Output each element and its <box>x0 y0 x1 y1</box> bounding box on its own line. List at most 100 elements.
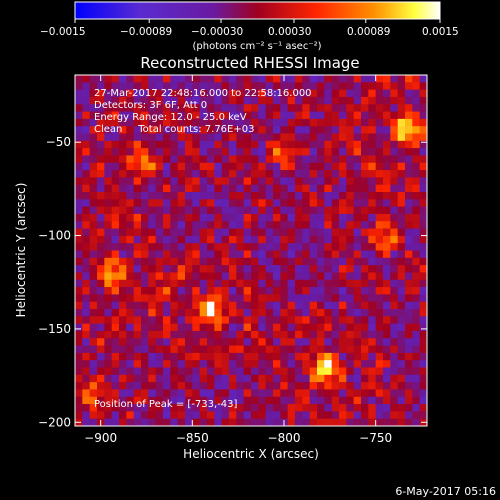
heatmap-cell <box>133 345 142 354</box>
heatmap-cell <box>302 418 310 427</box>
colorbar-tick-label-4: 0.00089 <box>347 26 390 38</box>
heatmap-cell <box>265 309 274 317</box>
heatmap-cell <box>302 382 310 390</box>
heatmap-cell <box>265 338 274 346</box>
heatmap-cell <box>405 104 413 112</box>
heatmap-cell <box>251 272 259 281</box>
heatmap-cell <box>141 272 149 281</box>
heatmap-cell <box>383 360 391 368</box>
heatmap-cell <box>324 162 332 171</box>
heatmap-cell <box>368 133 376 142</box>
heatmap-cell <box>207 316 215 324</box>
heatmap-cell <box>273 221 281 229</box>
heatmap-cell <box>141 126 149 134</box>
heatmap-cell <box>317 96 325 105</box>
heatmap-cell <box>368 177 376 185</box>
heatmap-cell <box>111 126 120 134</box>
heatmap-cell <box>302 148 310 156</box>
heatmap-cell <box>419 345 428 354</box>
heatmap-cell <box>412 411 420 419</box>
heatmap-cell <box>177 140 186 149</box>
heatmap-cell <box>148 330 156 339</box>
heatmap-cell <box>331 162 340 171</box>
heatmap-cell <box>251 418 259 427</box>
heatmap-cell <box>207 162 215 171</box>
heatmap-cell <box>287 192 296 200</box>
heatmap-cell <box>353 104 362 112</box>
heatmap-cell <box>309 192 318 200</box>
heatmap-cell <box>207 411 215 419</box>
heatmap-cell <box>126 170 134 178</box>
heatmap-cell <box>126 265 134 273</box>
heatmap-cell <box>295 192 303 200</box>
heatmap-cell <box>258 301 266 310</box>
heatmap-cell <box>148 192 156 200</box>
heatmap-cell <box>295 75 303 83</box>
heatmap-cell <box>243 221 252 229</box>
heatmap-cell <box>170 213 178 222</box>
heatmap-cell <box>104 250 112 259</box>
heatmap-cell <box>104 82 112 90</box>
heatmap-cell <box>111 294 120 302</box>
colorbar-tick-label-2: −0.00030 <box>191 26 243 38</box>
heatmap-cell <box>280 360 288 368</box>
heatmap-cell <box>185 126 193 134</box>
heatmap-cell <box>361 418 369 427</box>
heatmap-cell <box>89 228 98 237</box>
heatmap-cell <box>295 184 303 193</box>
heatmap-cell <box>75 257 83 266</box>
heatmap-cell <box>273 75 281 83</box>
heatmap-cell <box>214 148 222 156</box>
heatmap-cell <box>280 338 288 346</box>
heatmap-cell <box>419 133 428 142</box>
heatmap-cell <box>207 82 215 90</box>
heatmap-cell <box>192 177 200 185</box>
heatmap-cell <box>214 243 222 251</box>
heatmap-cell <box>163 374 171 383</box>
heatmap-cell <box>265 257 274 266</box>
heatmap-cell <box>214 272 222 281</box>
heatmap-cell <box>383 301 391 310</box>
heatmap-cell <box>331 82 340 90</box>
heatmap-cell <box>214 89 222 98</box>
heatmap-cell <box>236 96 244 105</box>
heatmap-cell <box>82 104 90 112</box>
heatmap-cell <box>383 162 391 171</box>
heatmap-cell <box>280 287 288 295</box>
heatmap-cell <box>390 177 398 185</box>
heatmap-cell <box>236 374 244 383</box>
heatmap-cell <box>163 316 171 324</box>
heatmap-cell <box>214 279 222 288</box>
heatmap-cell <box>104 367 112 376</box>
heatmap-cell <box>287 309 296 317</box>
heatmap-cell <box>302 118 310 127</box>
heatmap-cell <box>361 352 369 361</box>
heatmap-cell <box>141 345 149 354</box>
heatmap-cell <box>419 301 428 310</box>
heatmap-cell <box>141 96 149 105</box>
heatmap-cell <box>280 235 288 244</box>
heatmap-cell <box>75 250 83 259</box>
heatmap-cell <box>383 345 391 354</box>
heatmap-cell <box>375 250 384 259</box>
heatmap-cell <box>155 367 164 376</box>
heatmap-cell <box>295 396 303 405</box>
heatmap-cell <box>192 309 200 317</box>
heatmap-cell <box>346 396 354 405</box>
heatmap-cell <box>339 418 347 427</box>
heatmap-cell <box>126 192 134 200</box>
heatmap-cell <box>324 206 332 215</box>
heatmap-cell <box>199 330 208 339</box>
heatmap-cell <box>390 162 398 171</box>
heatmap-cell <box>397 221 406 229</box>
heatmap-cell <box>309 418 318 427</box>
heatmap-cell <box>280 389 288 398</box>
heatmap-cell <box>397 118 406 127</box>
heatmap-cell <box>199 250 208 259</box>
heatmap-cell <box>302 104 310 112</box>
heatmap-cell <box>111 177 120 185</box>
heatmap-cell <box>397 155 406 164</box>
heatmap-cell <box>273 228 281 237</box>
heatmap-cell <box>265 235 274 244</box>
heatmap-cell <box>82 396 90 405</box>
